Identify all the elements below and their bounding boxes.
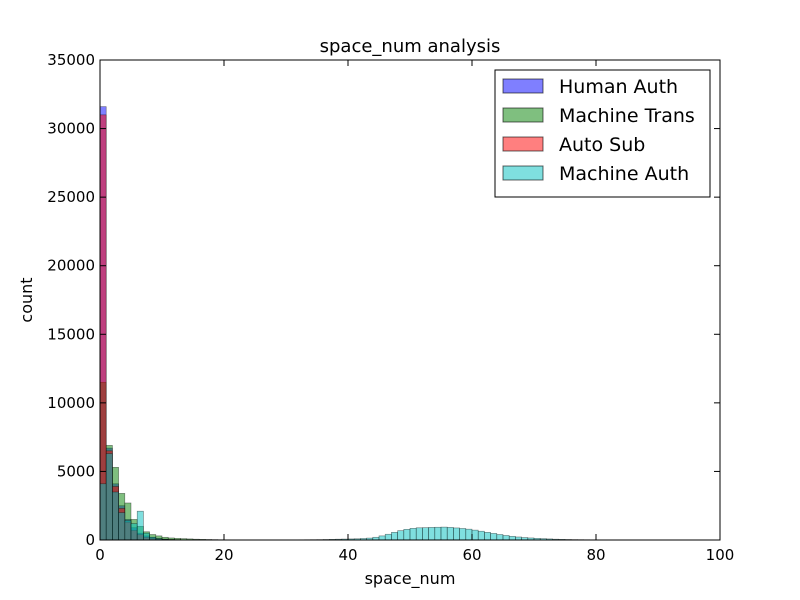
x-tick-label: 80 <box>586 546 605 564</box>
histogram-bar <box>130 523 138 541</box>
x-tick-label: 60 <box>462 546 481 564</box>
legend-swatch <box>502 165 544 181</box>
y-tick-label: 0 <box>85 531 95 549</box>
legend-label: Machine Auth <box>559 163 689 185</box>
y-tick-label: 25000 <box>47 188 95 206</box>
legend-swatch <box>502 107 544 123</box>
histogram-bar <box>112 491 119 541</box>
histogram-bar <box>422 527 429 541</box>
histogram-bar <box>428 527 436 541</box>
histogram-bar <box>136 510 144 541</box>
histogram-bar <box>397 530 405 541</box>
histogram-bar <box>434 526 442 541</box>
y-axis-label: count <box>17 277 36 322</box>
legend-label: Machine Trans <box>559 105 695 127</box>
histogram-bar <box>490 533 498 541</box>
histogram-bar <box>409 528 417 541</box>
histogram-bar <box>384 533 392 541</box>
histogram-bar <box>99 483 107 541</box>
legend: Human Auth Machine Trans Auto Sub Machine A… <box>494 69 711 198</box>
histogram-bar <box>378 535 386 541</box>
y-tick-label: 20000 <box>47 257 95 275</box>
histogram-bar <box>440 526 448 541</box>
histogram-bar <box>477 530 485 541</box>
x-tick-label: 0 <box>95 546 105 564</box>
y-tick-label: 15000 <box>47 325 95 343</box>
plot-frame <box>99 59 721 541</box>
x-tick-label: 20 <box>214 546 233 564</box>
chart-title: space_num analysis <box>320 36 501 57</box>
legend-label: Auto Sub <box>559 134 645 156</box>
histogram-bar <box>465 528 473 541</box>
axis-ticks: 0 20 40 60 80 100 0 5000 10000 15000 20000 25000 300… <box>47 51 734 564</box>
histogram-bar <box>391 532 398 541</box>
legend-label: Human Auth <box>559 76 678 98</box>
histogram-bar <box>453 527 460 541</box>
histogram-bar <box>143 532 150 541</box>
y-tick-label: 30000 <box>47 120 95 138</box>
histogram-bar <box>471 529 479 541</box>
histogram-bar <box>446 527 454 541</box>
histogram-bar <box>484 532 491 541</box>
x-tick-label: 100 <box>706 546 735 564</box>
histogram-bar <box>124 520 132 541</box>
x-tick-label: 40 <box>338 546 357 564</box>
histogram-bar <box>496 534 504 541</box>
histogram-bar <box>508 535 516 541</box>
histogram-bar <box>502 535 510 541</box>
histogram-bar <box>403 529 411 541</box>
legend-swatch <box>502 136 544 152</box>
y-tick-label: 5000 <box>57 462 95 480</box>
histogram-bar <box>99 114 107 541</box>
histogram-bar <box>118 512 126 541</box>
legend-swatch <box>502 78 544 94</box>
x-axis-label: space_num <box>365 569 456 589</box>
histogram-bar <box>415 527 423 541</box>
histogram-bar <box>459 528 467 541</box>
y-tick-label: 35000 <box>47 51 95 69</box>
y-tick-label: 10000 <box>47 394 95 412</box>
histogram-bar <box>105 453 113 541</box>
